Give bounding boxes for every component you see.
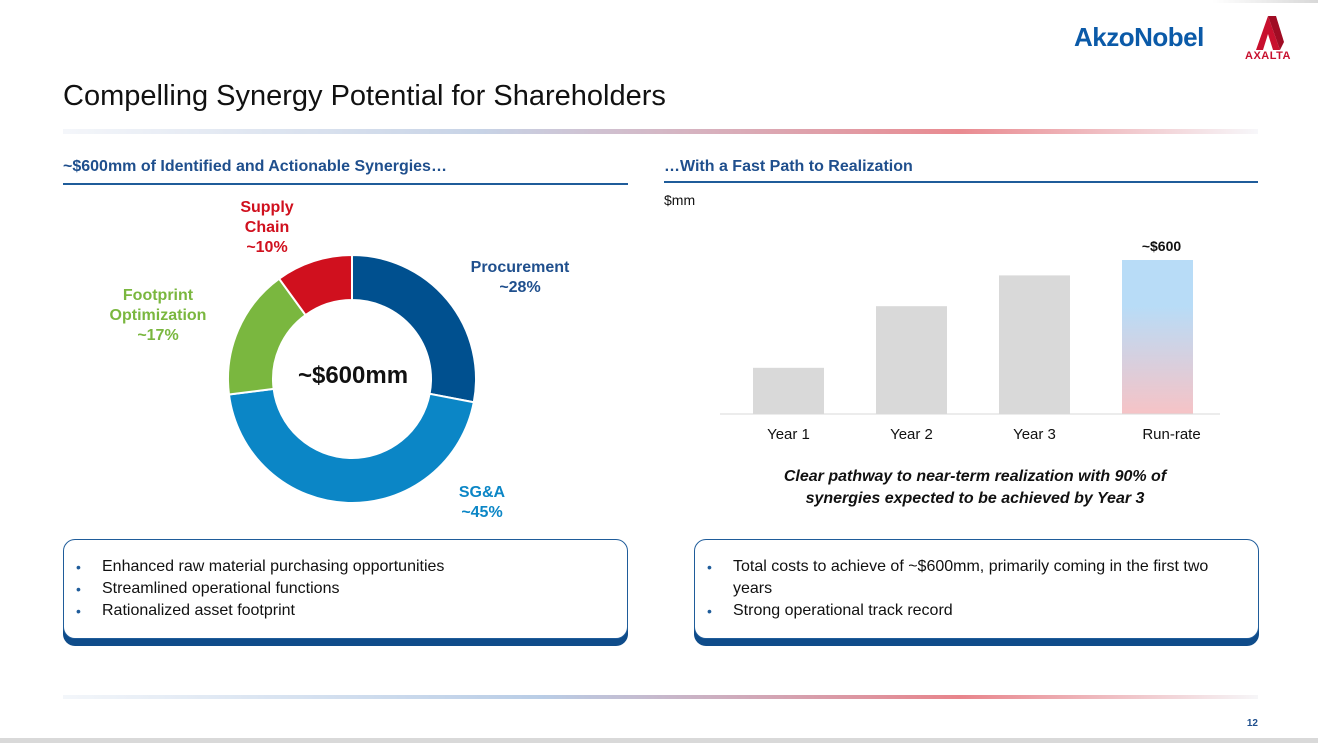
bar-data-label: ~$600 xyxy=(1142,238,1182,254)
top-border xyxy=(0,0,1318,3)
label-supply-chain-line1: Supply xyxy=(240,199,294,216)
left-bullet-card: Enhanced raw material purchasing opportu… xyxy=(63,539,628,639)
right-bullet-list: Total costs to achieve of ~$600mm, prima… xyxy=(695,556,1258,622)
label-footprint-line2: Optimization xyxy=(109,307,207,324)
label-supply-chain-line2: Chain xyxy=(244,219,290,236)
x-tick-label: Year 2 xyxy=(890,426,933,443)
footer-divider xyxy=(63,695,1258,699)
label-procurement: Procurement ~28% xyxy=(452,258,588,298)
akzonobel-logo: AkzoNobel xyxy=(1074,22,1204,52)
left-section-rule xyxy=(63,183,628,185)
label-sga-pct: ~45% xyxy=(461,504,503,521)
label-sga: SG&A ~45% xyxy=(442,483,522,523)
label-sga-name: SG&A xyxy=(458,484,506,501)
right-section-heading: …With a Fast Path to Realization xyxy=(664,158,913,175)
left-bullet-list: Enhanced raw material purchasing opportu… xyxy=(64,556,627,622)
chart-caption-line1: Clear pathway to near-term realization w… xyxy=(783,468,1167,485)
bar-year-2 xyxy=(876,306,947,414)
donut-segment-sg-a xyxy=(227,387,475,504)
donut-segment-procurement xyxy=(351,253,477,404)
bullet-item: Enhanced raw material purchasing opportu… xyxy=(64,556,627,578)
bar-chart: Year 1 Year 2 Year 3 Run-rate ~$600 xyxy=(720,238,1220,443)
title-divider xyxy=(63,129,1258,134)
bullet-item: Total costs to achieve of ~$600mm, prima… xyxy=(695,556,1228,600)
chart-unit-label: $mm xyxy=(664,192,696,208)
donut-chart xyxy=(227,253,477,504)
right-section-rule xyxy=(664,181,1258,183)
x-tick-label: Year 1 xyxy=(767,426,810,443)
bullet-item: Rationalized asset footprint xyxy=(64,600,627,622)
label-procurement-pct: ~28% xyxy=(499,279,541,296)
label-footprint-line1: Footprint xyxy=(122,287,194,304)
label-procurement-name: Procurement xyxy=(470,259,570,276)
bar-year-3 xyxy=(999,275,1070,414)
axalta-logo: AXALTA xyxy=(1236,12,1300,64)
logo-area: AkzoNobel AXALTA xyxy=(1070,12,1300,64)
bottom-border xyxy=(0,738,1318,743)
page-title: Compelling Synergy Potential for Shareho… xyxy=(63,80,666,112)
bar-year-1 xyxy=(753,367,824,414)
right-bullet-card: Total costs to achieve of ~$600mm, prima… xyxy=(694,539,1259,639)
donut-center-total: ~$600mm xyxy=(297,362,409,389)
bullet-item: Streamlined operational functions xyxy=(64,578,627,600)
label-supply-chain: Supply Chain ~10% xyxy=(212,198,322,258)
chart-caption: Clear pathway to near-term realization w… xyxy=(700,466,1250,510)
chart-caption-line2: synergies expected to be achieved by Yea… xyxy=(805,490,1145,507)
x-tick-label: Year 3 xyxy=(1013,426,1056,443)
x-tick-label: Run-rate xyxy=(1142,426,1200,443)
bar-run-rate xyxy=(1122,260,1193,414)
bullet-item: Strong operational track record xyxy=(695,600,1228,622)
label-supply-chain-pct: ~10% xyxy=(246,239,288,256)
axalta-mark-icon xyxy=(1256,16,1284,50)
donut-segment-supply-chain xyxy=(277,253,353,317)
axalta-logo-text: AXALTA xyxy=(1245,50,1291,62)
left-section-heading: ~$600mm of Identified and Actionable Syn… xyxy=(63,158,447,175)
page-number: 12 xyxy=(1246,718,1258,729)
label-footprint-pct: ~17% xyxy=(137,327,179,344)
label-footprint-optimization: Footprint Optimization ~17% xyxy=(92,286,224,346)
